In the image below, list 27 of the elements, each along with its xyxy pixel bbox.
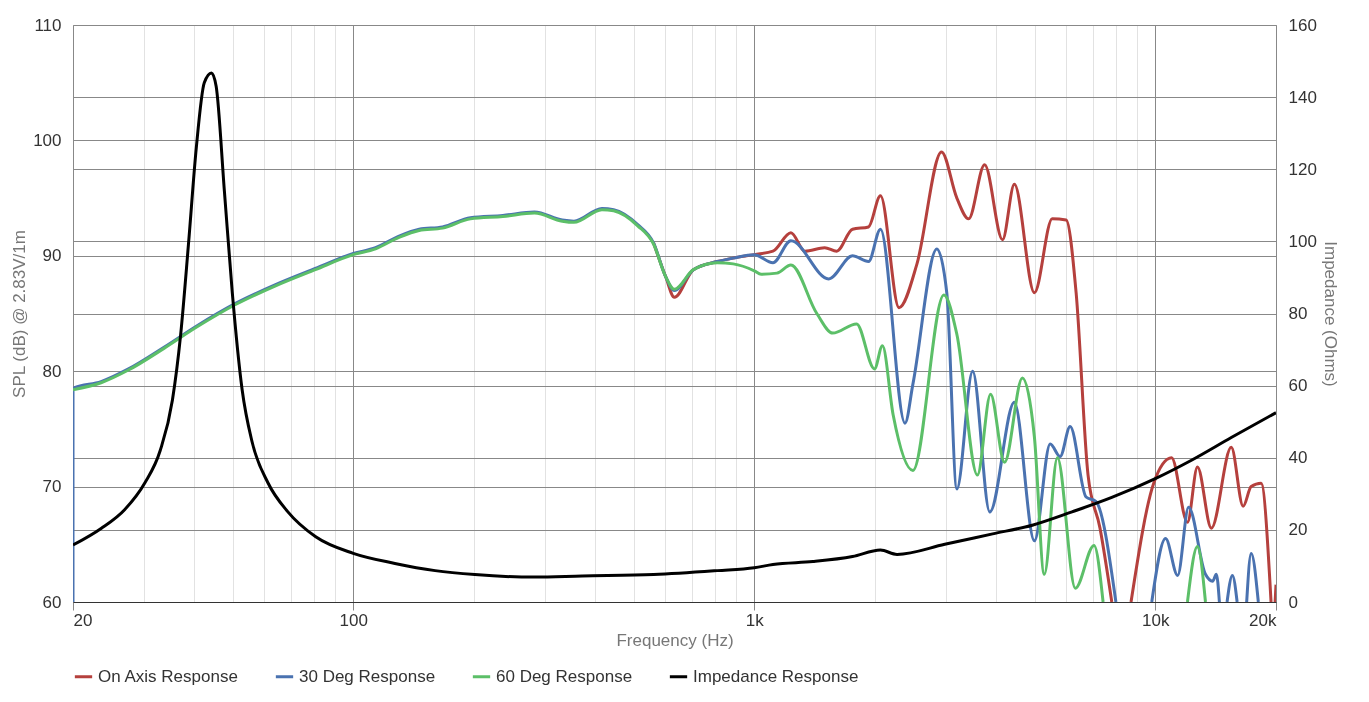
y-tick-label: 60: [42, 592, 62, 612]
legend-label: On Axis Response: [98, 666, 238, 686]
x-axis-title: Frequency (Hz): [616, 630, 734, 650]
x-tick-label: 20: [73, 610, 93, 630]
y-tick-label: 80: [42, 361, 62, 381]
legend-label: 60 Deg Response: [496, 666, 633, 686]
y-tick-label: 110: [34, 15, 62, 35]
y2-tick-label: 60: [1288, 376, 1308, 396]
y2-tick-label: 20: [1288, 520, 1308, 540]
y2-tick-label: 100: [1288, 231, 1317, 251]
y2-tick-label: 80: [1288, 304, 1308, 323]
y2-tick-label: 0: [1288, 592, 1298, 612]
y-tick-label: 70: [42, 477, 62, 497]
x-tick-label: 20k: [1249, 610, 1277, 630]
y2-tick-label: 40: [1288, 448, 1308, 468]
x-tick-label: 10k: [1142, 610, 1170, 630]
y2-tick-label: 120: [1288, 159, 1317, 179]
y-axis-title: SPL (dB) @ 2.83V/1m: [10, 230, 30, 398]
y-tick-label: 90: [42, 246, 62, 266]
y2-tick-label: 140: [1288, 87, 1317, 107]
y2-axis-title: Impedance (Ohms): [1320, 241, 1340, 387]
x-tick-label: 100: [339, 610, 368, 630]
legend-label: 30 Deg Response: [299, 666, 436, 686]
y-tick-label: 100: [33, 130, 62, 150]
x-tick-label: 1k: [745, 610, 765, 630]
y2-tick-label: 160: [1288, 15, 1317, 35]
legend-label: Impedance Response: [693, 666, 859, 686]
